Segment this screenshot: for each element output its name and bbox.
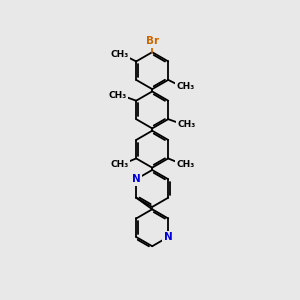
Text: CH₃: CH₃: [178, 120, 196, 129]
Text: N: N: [164, 232, 172, 242]
Text: CH₃: CH₃: [110, 160, 128, 169]
Text: Br: Br: [146, 36, 159, 46]
Text: N: N: [132, 174, 141, 184]
Text: CH₃: CH₃: [110, 50, 128, 59]
Text: CH₃: CH₃: [176, 82, 194, 91]
Text: CH₃: CH₃: [176, 160, 194, 169]
Text: CH₃: CH₃: [109, 91, 127, 100]
